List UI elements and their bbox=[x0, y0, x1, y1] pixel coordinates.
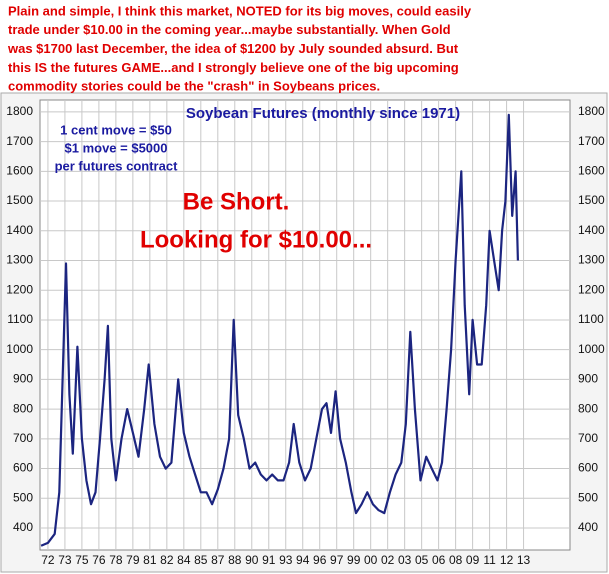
y-tick-label: 600 bbox=[13, 461, 33, 475]
grid bbox=[40, 100, 570, 550]
x-tick-label: 78 bbox=[109, 553, 123, 567]
y-tick-label-right: 600 bbox=[578, 461, 598, 475]
x-tick-label: 93 bbox=[279, 553, 293, 567]
y-tick-label: 400 bbox=[13, 520, 33, 534]
x-tick-label: 08 bbox=[449, 553, 463, 567]
y-tick-label: 800 bbox=[13, 401, 33, 415]
y-tick-label: 1300 bbox=[6, 253, 33, 267]
header-line: this IS the futures GAME...and I strongl… bbox=[8, 60, 459, 75]
chart-title: Soybean Futures (monthly since 1971) bbox=[186, 105, 460, 122]
x-tick-label: 87 bbox=[211, 553, 225, 567]
y-tick-label-right: 700 bbox=[578, 431, 598, 445]
y-tick-label: 1400 bbox=[6, 223, 33, 237]
callout: Looking for $10.00... bbox=[140, 226, 372, 253]
y-tick-label-right: 1800 bbox=[578, 104, 605, 118]
price-line bbox=[40, 113, 519, 547]
x-tick-label: 82 bbox=[160, 553, 174, 567]
y-tick-label: 700 bbox=[13, 431, 33, 445]
x-tick-label: 99 bbox=[347, 553, 361, 567]
x-tick-label: 02 bbox=[381, 553, 395, 567]
x-tick-label: 94 bbox=[296, 553, 310, 567]
x-tick-label: 90 bbox=[245, 553, 259, 567]
y-tick-label: 900 bbox=[13, 372, 33, 386]
y-tick-label-right: 1200 bbox=[578, 282, 605, 296]
header-line: was $1700 last December, the idea of $12… bbox=[7, 41, 459, 56]
x-tick-label: 75 bbox=[75, 553, 89, 567]
x-tick-label: 81 bbox=[143, 553, 157, 567]
y-tick-label-right: 900 bbox=[578, 372, 598, 386]
x-tick-label: 96 bbox=[313, 553, 327, 567]
note: per futures contract bbox=[55, 158, 178, 173]
header-line: trade under $10.00 in the coming year...… bbox=[8, 22, 451, 37]
y-tick-label-right: 1500 bbox=[578, 193, 605, 207]
y-tick-label-right: 400 bbox=[578, 520, 598, 534]
y-tick-label-right: 1000 bbox=[578, 342, 605, 356]
y-tick-label-right: 800 bbox=[578, 401, 598, 415]
x-tick-label: 88 bbox=[228, 553, 242, 567]
y-tick-label-right: 500 bbox=[578, 490, 598, 504]
header-line: Plain and simple, I think this market, N… bbox=[8, 3, 472, 18]
note: $1 move = $5000 bbox=[65, 140, 168, 155]
y-tick-label: 1600 bbox=[6, 164, 33, 178]
x-tick-label: 76 bbox=[92, 553, 106, 567]
x-tick-label: 13 bbox=[517, 553, 531, 567]
y-tick-label: 1800 bbox=[6, 104, 33, 118]
x-tick-label: 09 bbox=[466, 553, 480, 567]
y-tick-label-right: 1400 bbox=[578, 223, 605, 237]
x-tick-label: 84 bbox=[177, 553, 191, 567]
y-tick-label-right: 1100 bbox=[578, 312, 604, 326]
x-tick-label: 97 bbox=[330, 553, 344, 567]
x-tick-label: 85 bbox=[194, 553, 208, 567]
y-tick-label-right: 1600 bbox=[578, 164, 605, 178]
x-tick-label: 11 bbox=[483, 553, 496, 567]
x-tick-label: 12 bbox=[500, 553, 514, 567]
y-tick-label-right: 1300 bbox=[578, 253, 605, 267]
y-tick-label: 500 bbox=[13, 490, 33, 504]
x-tick-label: 73 bbox=[58, 553, 72, 567]
header-line: commodity stories could be the "crash" i… bbox=[8, 79, 380, 94]
y-tick-label: 1500 bbox=[6, 193, 33, 207]
y-tick-label-right: 1700 bbox=[578, 134, 605, 148]
x-tick-label: 79 bbox=[126, 553, 140, 567]
x-tick-label: 06 bbox=[432, 553, 446, 567]
x-tick-label: 72 bbox=[41, 553, 55, 567]
x-tick-label: 00 bbox=[364, 553, 378, 567]
note: 1 cent move = $50 bbox=[60, 122, 172, 137]
x-tick-label: 91 bbox=[262, 553, 276, 567]
y-tick-label: 1200 bbox=[6, 282, 33, 296]
x-tick-label: 03 bbox=[398, 553, 412, 567]
plot-area bbox=[39, 99, 571, 551]
y-tick-label: 1100 bbox=[7, 312, 33, 326]
y-tick-label: 1000 bbox=[6, 342, 33, 356]
x-tick-label: 05 bbox=[415, 553, 429, 567]
callout: Be Short. bbox=[183, 188, 290, 215]
y-tick-label: 1700 bbox=[6, 134, 33, 148]
